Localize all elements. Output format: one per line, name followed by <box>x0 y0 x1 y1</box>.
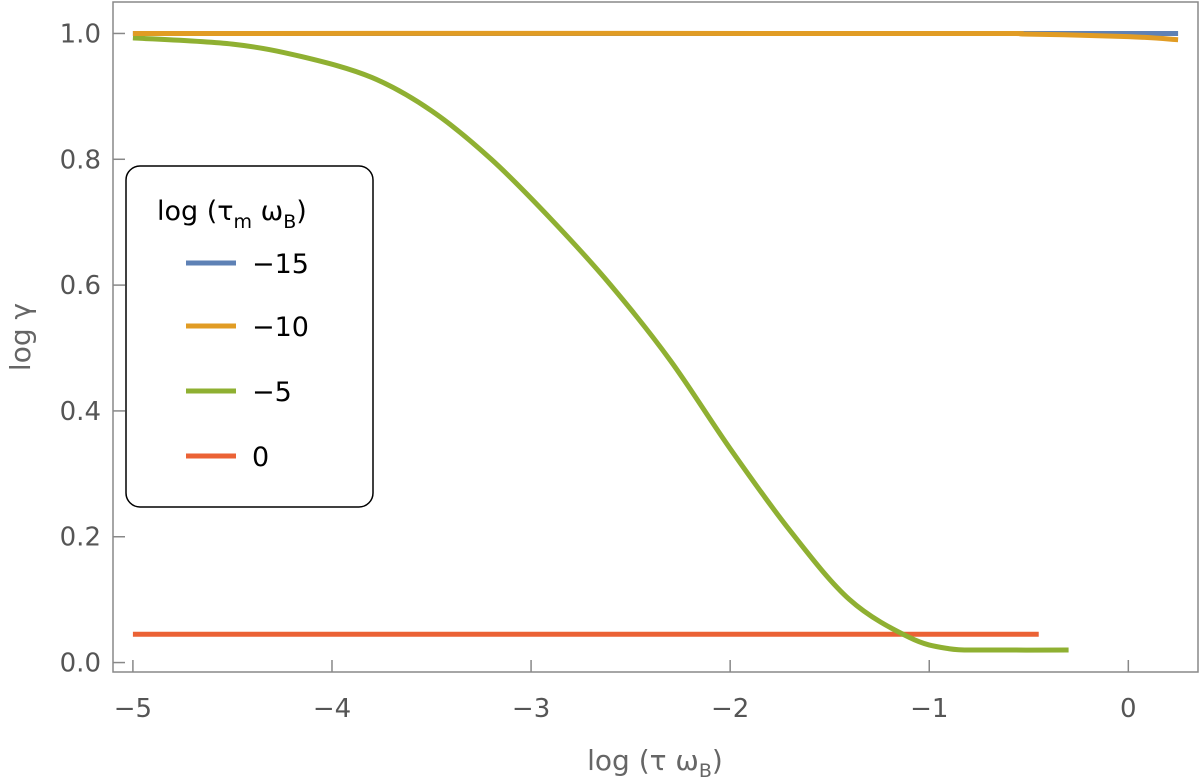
legend-items: −15 −10 −5 0 <box>186 249 309 473</box>
x-tick-label: −1 <box>910 694 948 724</box>
y-tick-label: 1.0 <box>60 19 101 49</box>
y-axis-title: log γ <box>4 303 37 371</box>
y-tick-label: 0.0 <box>60 649 101 679</box>
y-tick-label: 0.8 <box>60 145 101 175</box>
x-tick-label: −5 <box>114 694 152 724</box>
legend-label: −10 <box>252 312 309 343</box>
plot-frame <box>112 1 1199 673</box>
legend-label: 0 <box>252 442 269 473</box>
x-tick-label: −3 <box>512 694 550 724</box>
x-tick-label: 0 <box>1120 694 1137 724</box>
y-tick-label: 0.4 <box>60 397 101 427</box>
legend-box <box>125 165 374 508</box>
legend-label: −5 <box>252 377 292 408</box>
series-layer <box>132 30 1179 653</box>
legend-label: −15 <box>252 249 309 280</box>
legend-title: log (τm ωB) <box>157 196 307 233</box>
x-tick-label: −2 <box>711 694 749 724</box>
series-line <box>132 30 1179 43</box>
x-axis-ticks: −5 −4 −3 −2 −1 0 <box>114 660 1137 724</box>
x-axis-title: log (τ ωB) <box>587 744 723 781</box>
series-line <box>132 35 1069 653</box>
y-axis-ticks: 0.0 0.2 0.4 0.6 0.8 1.0 <box>60 19 125 679</box>
y-tick-label: 0.2 <box>60 523 101 553</box>
x-tick-label: −4 <box>313 694 351 724</box>
y-tick-label: 0.6 <box>60 271 101 301</box>
legend: log (τm ωB) −15 −10 −5 0 <box>125 165 374 508</box>
